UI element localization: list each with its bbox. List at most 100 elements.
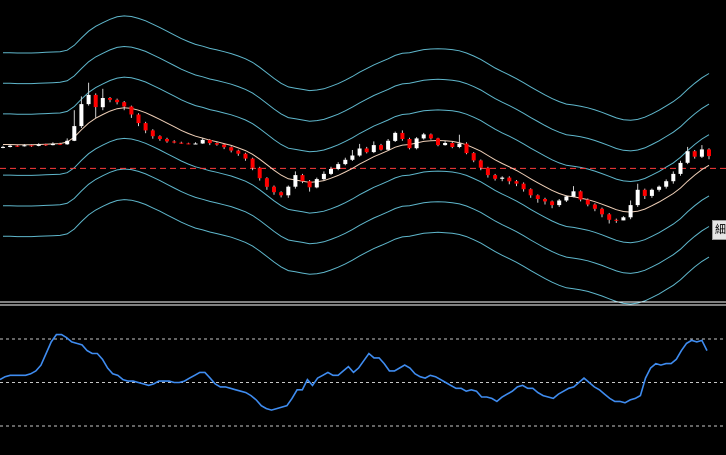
candle-body-bear <box>243 153 248 159</box>
candle-body-bear <box>108 98 112 100</box>
candle <box>165 137 169 143</box>
candle-body-bear <box>229 147 234 151</box>
price-tag[interactable]: 細 <box>712 220 726 240</box>
panel-divider[interactable] <box>0 301 726 306</box>
candle <box>36 143 41 147</box>
candle <box>257 166 262 181</box>
candle-body-bear <box>179 142 184 144</box>
candle <box>436 137 440 147</box>
candle-body-bear <box>136 114 141 124</box>
candle-body-bull <box>571 191 576 197</box>
candle <box>649 188 654 198</box>
candle <box>585 198 590 207</box>
candle <box>386 139 391 151</box>
candle <box>186 142 191 145</box>
candle <box>50 142 55 146</box>
oscillator-series <box>0 333 708 411</box>
candle-body-bull <box>621 217 626 221</box>
price-panel <box>0 15 726 305</box>
candle <box>614 218 619 223</box>
candle-body-bear <box>279 192 284 196</box>
candle-body-bear <box>207 139 212 144</box>
candle-body-bull <box>50 143 55 146</box>
candle <box>543 197 547 205</box>
candle <box>307 180 312 192</box>
candle <box>371 141 376 154</box>
candle-body-bear <box>143 123 148 131</box>
candle <box>200 138 205 144</box>
bollinger-band-lower-3 <box>3 199 710 305</box>
candle <box>72 110 77 142</box>
candle <box>607 213 612 224</box>
candle <box>172 140 177 144</box>
candle-body-bull <box>393 132 398 141</box>
candle-body-bear <box>450 143 455 147</box>
candle-body-bear <box>15 145 20 147</box>
candle-body-bear <box>300 175 305 182</box>
candle <box>329 166 333 176</box>
candle-body-bull <box>314 179 319 188</box>
candle <box>564 195 569 202</box>
candle-body-bear <box>214 143 219 145</box>
candle <box>642 188 647 199</box>
candle <box>15 144 20 147</box>
candle <box>707 148 711 160</box>
candle <box>514 180 519 187</box>
candle-body-bear <box>707 149 711 157</box>
candle-body-bull <box>343 159 348 165</box>
candle-body-bull <box>22 145 27 147</box>
candle <box>286 185 291 198</box>
candle <box>364 146 369 154</box>
bollinger-band-lower-1 <box>3 137 710 244</box>
candle-body-bear <box>493 175 498 179</box>
candle <box>229 146 234 153</box>
candle <box>407 137 412 150</box>
candle <box>136 113 141 127</box>
candle-body-bear <box>93 94 98 108</box>
candle <box>550 200 555 209</box>
candle-body-bear <box>464 143 469 154</box>
candle-body-bull <box>72 126 77 141</box>
candle-body-bear <box>585 199 590 205</box>
candle-body-bull <box>414 138 419 149</box>
candle-body-bear <box>250 158 255 168</box>
candle-body-bull <box>628 205 633 218</box>
candle-body-bull <box>65 140 70 145</box>
bollinger-band-upper-3 <box>3 15 710 121</box>
candle <box>314 177 319 189</box>
candle-body-bear <box>272 186 276 193</box>
candle-body-bear <box>543 199 547 202</box>
candle-body-bull <box>649 189 654 196</box>
candle-body-bear <box>400 132 405 139</box>
candle <box>357 143 362 157</box>
candle <box>571 186 576 198</box>
candle <box>179 141 184 144</box>
candle <box>79 96 84 128</box>
candle <box>471 152 476 163</box>
candle-body-bull <box>293 175 298 187</box>
candle <box>86 82 91 106</box>
candle <box>236 149 241 156</box>
candle <box>300 173 305 184</box>
candle <box>214 142 219 146</box>
candle <box>671 171 676 184</box>
candle <box>279 191 284 198</box>
candle <box>535 194 540 203</box>
candle <box>8 144 13 148</box>
candle <box>343 157 348 166</box>
candle-body-bear <box>186 143 191 145</box>
moving-average-line <box>3 107 710 213</box>
candle <box>457 134 462 149</box>
candle <box>336 162 341 171</box>
candle <box>65 138 70 145</box>
candle-body-bear <box>172 141 177 143</box>
candle-body-bull <box>386 140 391 150</box>
candle-body-bear <box>550 201 555 206</box>
candle <box>428 133 433 140</box>
candle <box>685 146 690 165</box>
candle-body-bull <box>79 104 84 127</box>
candle-body-bull <box>421 134 426 139</box>
candle-body-bull <box>8 145 13 147</box>
